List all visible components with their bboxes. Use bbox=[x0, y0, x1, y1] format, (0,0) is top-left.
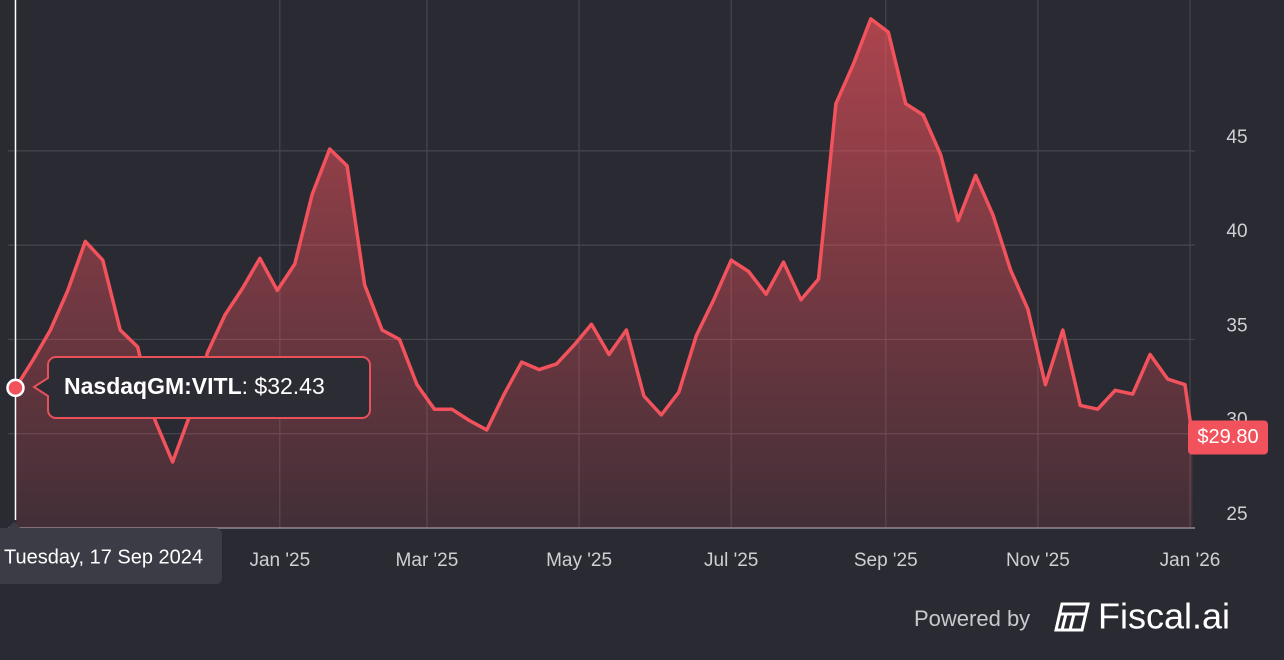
tooltip-series: NasdaqGM:VITL bbox=[64, 373, 242, 399]
tooltip-value: : $32.43 bbox=[242, 373, 325, 399]
date-tooltip-box bbox=[0, 522, 222, 584]
powered-by: Powered by bbox=[914, 606, 1030, 631]
y-tick-label: 35 bbox=[1226, 315, 1247, 336]
brand-logo bbox=[1054, 602, 1090, 632]
tooltip-box bbox=[32, 356, 371, 419]
price-tag-label: $29.80 bbox=[1197, 426, 1258, 448]
x-tick-label: May '25 bbox=[546, 550, 612, 571]
area bbox=[15, 18, 1193, 529]
x-tick-label: Nov '25 bbox=[1006, 550, 1070, 571]
date-tooltip: Tuesday, 17 Sep 2024 bbox=[4, 546, 203, 568]
x-tick-label: Jul '25 bbox=[704, 550, 758, 571]
y-tick-label: 45 bbox=[1226, 127, 1247, 148]
y-tick-label: 25 bbox=[1226, 504, 1247, 525]
line bbox=[14, 17, 1195, 464]
y-tick-label: 40 bbox=[1226, 221, 1247, 242]
price-tag bbox=[1188, 420, 1268, 455]
tooltip-text: NasdaqGM:VITL: $32.43 bbox=[64, 373, 325, 399]
hover-point bbox=[6, 378, 25, 398]
x-tick-label: Mar '25 bbox=[396, 550, 459, 571]
x-tick-label: Jan '26 bbox=[1160, 550, 1221, 571]
brand: Fiscal.ai bbox=[1098, 596, 1230, 637]
x-tick-label: Sep '25 bbox=[854, 550, 918, 571]
x-tick-label: Jan '25 bbox=[249, 550, 310, 571]
